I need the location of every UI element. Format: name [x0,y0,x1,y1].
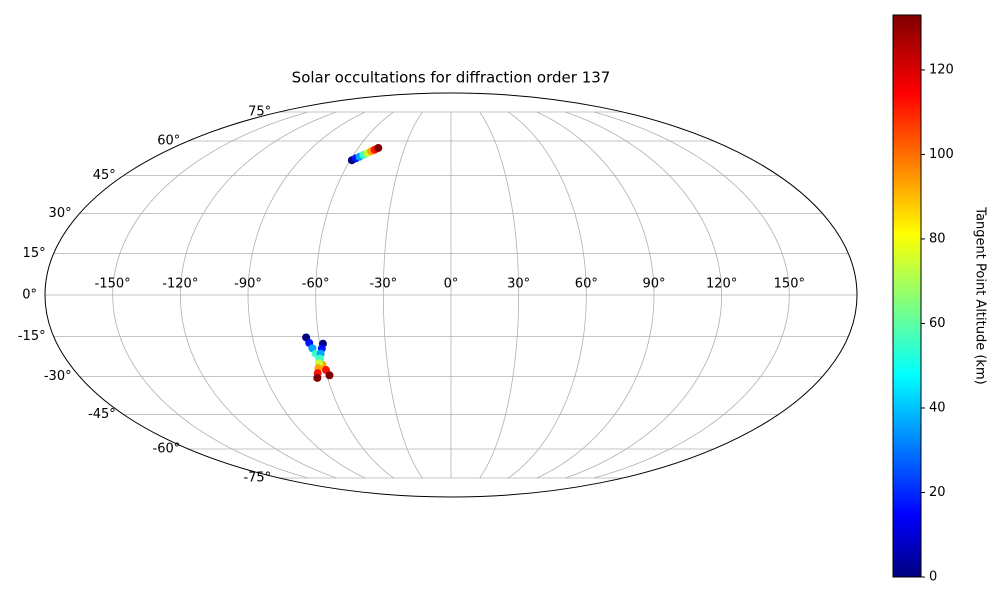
meridian [479,111,520,479]
colorbar-tick-label: 120 [929,62,954,77]
y-tick-label: 0° [22,288,37,303]
x-tick-label: -150° [95,277,131,292]
x-tick-label: 0° [444,277,459,292]
x-tick-label: 150° [774,277,805,292]
y-tick-label: 15° [23,246,46,261]
colorbar-tick-label: 80 [929,231,946,246]
meridian [112,111,308,479]
colorbar [892,14,922,578]
map-boundary [44,92,858,498]
meridian [382,111,423,479]
x-tick-label: -30° [369,277,397,292]
colorbar-tick-label: 20 [929,485,946,500]
y-tick-label: 30° [49,206,72,221]
colorbar-tick-label: 100 [929,147,954,162]
y-tick-label: -30° [44,369,72,384]
y-tick-label: 75° [248,104,271,119]
y-tick-label: 45° [93,168,116,183]
meridian [179,111,337,479]
meridian [508,111,587,479]
colorbar-tick-label: 0 [929,570,937,585]
colorbar-label: Tangent Point Altitude (km) [973,206,988,384]
x-tick-label: 60° [575,277,598,292]
y-tick-label: -45° [88,407,116,422]
colorbar-tick-label: 60 [929,316,946,331]
meridian [565,111,723,479]
meridian [594,111,790,479]
x-tick-label: -60° [302,277,330,292]
y-tick-label: -75° [243,471,271,486]
colorbar-tick-label: 40 [929,400,946,415]
point [313,373,322,382]
y-tick-label: -15° [18,329,46,344]
meridian [536,111,655,479]
y-tick-label: -60° [153,442,181,457]
chart-title: Solar occultations for diffraction order… [292,69,611,87]
x-tick-label: 30° [507,277,530,292]
point [325,371,334,380]
y-tick-label: 60° [157,133,180,148]
x-tick-label: -120° [162,277,198,292]
x-tick-label: -90° [234,277,262,292]
x-tick-label: 120° [706,277,737,292]
point [374,143,383,152]
meridian [315,111,394,479]
x-tick-label: 90° [642,277,665,292]
meridian [247,111,366,479]
